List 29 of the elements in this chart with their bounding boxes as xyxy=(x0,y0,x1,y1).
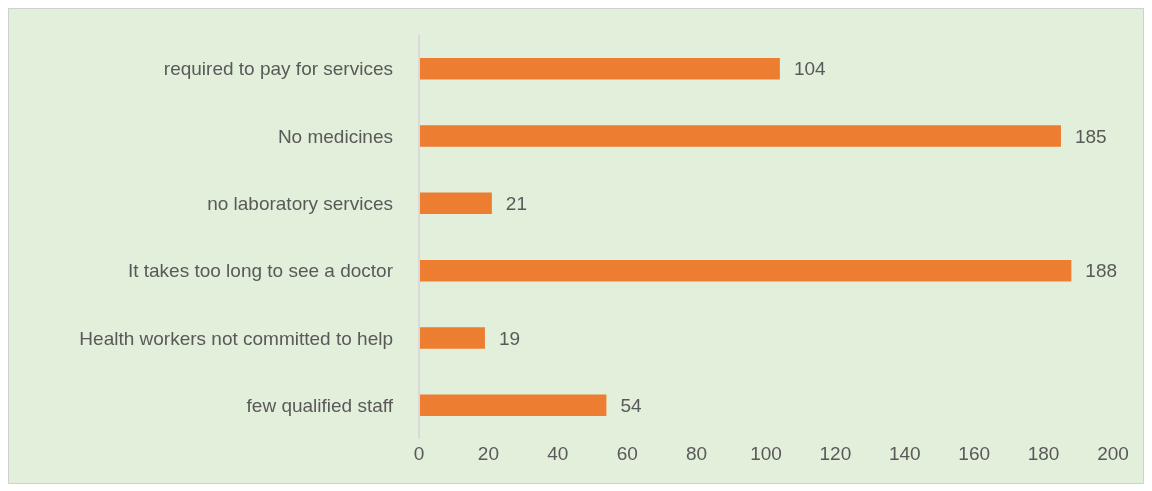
x-tick-label: 20 xyxy=(477,443,499,465)
x-tick-label: 160 xyxy=(958,443,991,465)
x-tick-label: 140 xyxy=(888,443,921,465)
bar xyxy=(419,125,1061,147)
y-tick-label: few qualified staff xyxy=(246,395,394,417)
bar xyxy=(419,192,492,215)
data-label: 185 xyxy=(1074,125,1107,147)
y-tick-label: It takes too long to see a doctor xyxy=(127,260,394,282)
x-tick-label: 60 xyxy=(616,443,638,465)
x-tick-label: 120 xyxy=(819,443,852,465)
y-tick-label: no laboratory services xyxy=(207,193,393,215)
data-label: 54 xyxy=(620,395,642,417)
x-tick-label: 40 xyxy=(547,443,569,465)
data-label: 188 xyxy=(1085,260,1118,282)
bar xyxy=(419,327,485,349)
bar xyxy=(419,394,607,417)
x-tick-label: 0 xyxy=(413,443,425,465)
bar xyxy=(419,57,780,80)
bar xyxy=(419,259,1072,282)
x-tick-label: 180 xyxy=(1027,443,1060,465)
data-label: 21 xyxy=(505,193,528,215)
data-label: 19 xyxy=(498,327,521,349)
x-tick-label: 80 xyxy=(686,443,708,465)
y-tick-label: Health workers not committed to help xyxy=(79,327,393,349)
y-tick-label: required to pay for services xyxy=(163,58,393,80)
x-tick-label: 100 xyxy=(750,443,782,465)
x-tick-label: 200 xyxy=(1097,443,1129,465)
data-label: 104 xyxy=(793,58,827,80)
y-tick-label: No medicines xyxy=(277,125,393,147)
